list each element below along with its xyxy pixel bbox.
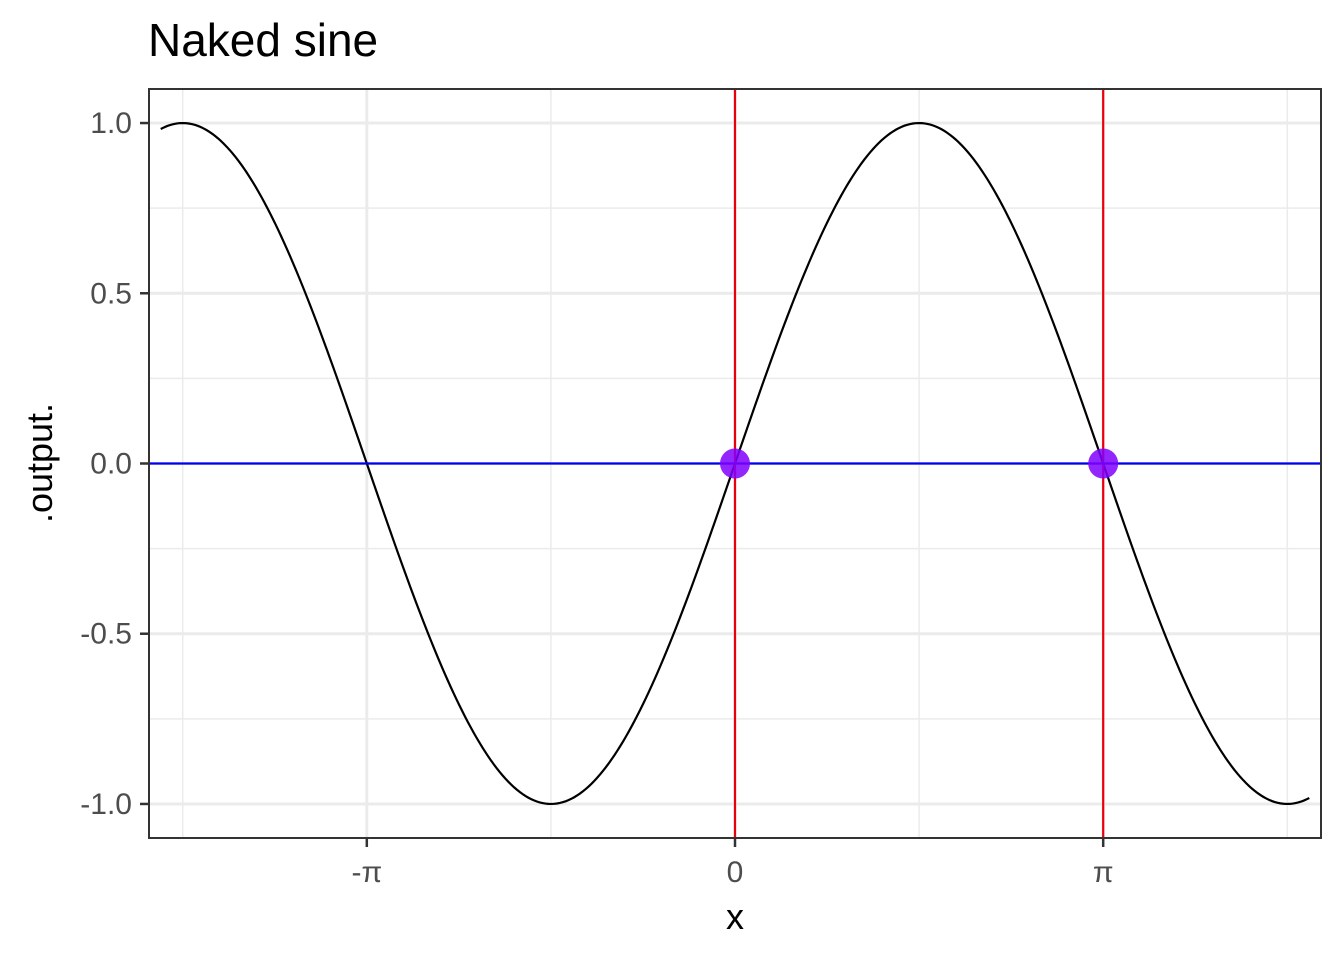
chart-title: Naked sine: [148, 14, 378, 66]
x-axis-title: x: [726, 896, 744, 937]
y-tick-label-3: 0.5: [90, 277, 132, 310]
x-tick-label-2: π: [1093, 856, 1114, 889]
x-axis-ticks: -π 0 π: [351, 838, 1114, 889]
x-tick-label-1: 0: [727, 856, 744, 889]
intersection-point-1: [1088, 448, 1119, 479]
y-tick-label-0: -1.0: [80, 788, 132, 821]
intersection-point-0: [720, 448, 750, 479]
y-tick-label-4: 1.0: [90, 107, 132, 140]
y-tick-label-2: 0.0: [90, 448, 132, 481]
y-tick-label-1: -0.5: [80, 618, 132, 651]
x-tick-label-0: -π: [351, 856, 382, 889]
intersection-points: [720, 448, 1119, 479]
y-axis-title: .output.: [19, 403, 60, 523]
y-axis-ticks: -1.0 -0.5 0.0 0.5 1.0: [80, 107, 149, 821]
